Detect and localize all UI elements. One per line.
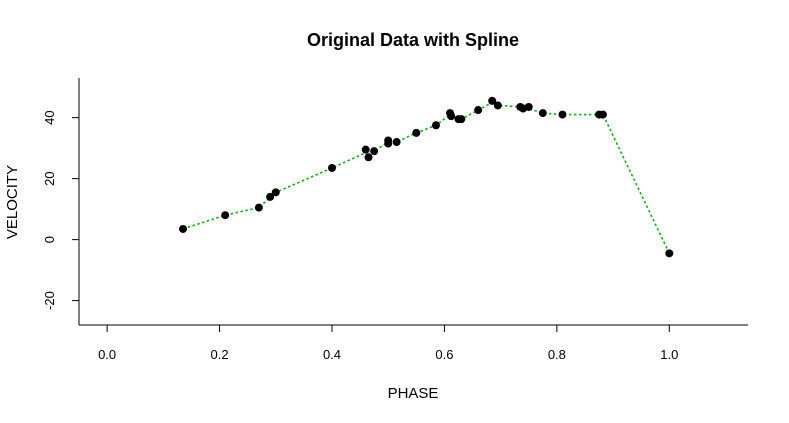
data-point — [488, 96, 497, 105]
data-point — [384, 139, 393, 148]
data-point — [493, 101, 502, 110]
data-point — [412, 128, 421, 137]
data-point — [266, 192, 275, 201]
data-point — [558, 110, 567, 119]
plot-frame — [78, 78, 748, 326]
x-tick-label: 0.6 — [435, 347, 453, 362]
data-point — [474, 106, 483, 115]
x-tick-label: 1.0 — [660, 347, 678, 362]
data-point — [221, 211, 230, 220]
data-point — [364, 153, 373, 162]
data-point — [457, 115, 466, 124]
y-tick-label: 0 — [42, 236, 57, 243]
points-layer — [179, 96, 674, 258]
chart-title: Original Data with Spline — [307, 30, 519, 50]
data-point — [370, 147, 379, 156]
y-tick-label: -20 — [42, 291, 57, 310]
x-axis-label: PHASE — [388, 385, 439, 402]
data-point — [447, 112, 456, 121]
data-point — [431, 121, 440, 130]
data-point — [361, 145, 370, 154]
data-point — [392, 138, 401, 147]
data-point — [598, 110, 607, 119]
data-point — [665, 249, 674, 258]
y-tick-label: 40 — [42, 110, 57, 124]
spline-line — [182, 101, 671, 254]
y-axis-label: VELOCITY — [4, 165, 21, 239]
x-axis: 0.0 0.2 0.4 0.6 0.8 1.0 — [98, 325, 678, 362]
y-tick-label: 20 — [42, 171, 57, 185]
spline-layer — [182, 101, 671, 254]
data-point — [254, 203, 263, 212]
data-point — [524, 102, 533, 111]
x-tick-label: 0.4 — [323, 347, 341, 362]
x-tick-label: 0.0 — [98, 347, 116, 362]
x-tick-label: 0.8 — [548, 347, 566, 362]
data-point — [271, 188, 280, 197]
y-axis: -20 0 20 40 — [42, 110, 79, 310]
x-tick-label: 0.2 — [211, 347, 229, 362]
data-point — [179, 224, 188, 233]
data-point — [538, 109, 547, 118]
data-point — [327, 163, 336, 172]
